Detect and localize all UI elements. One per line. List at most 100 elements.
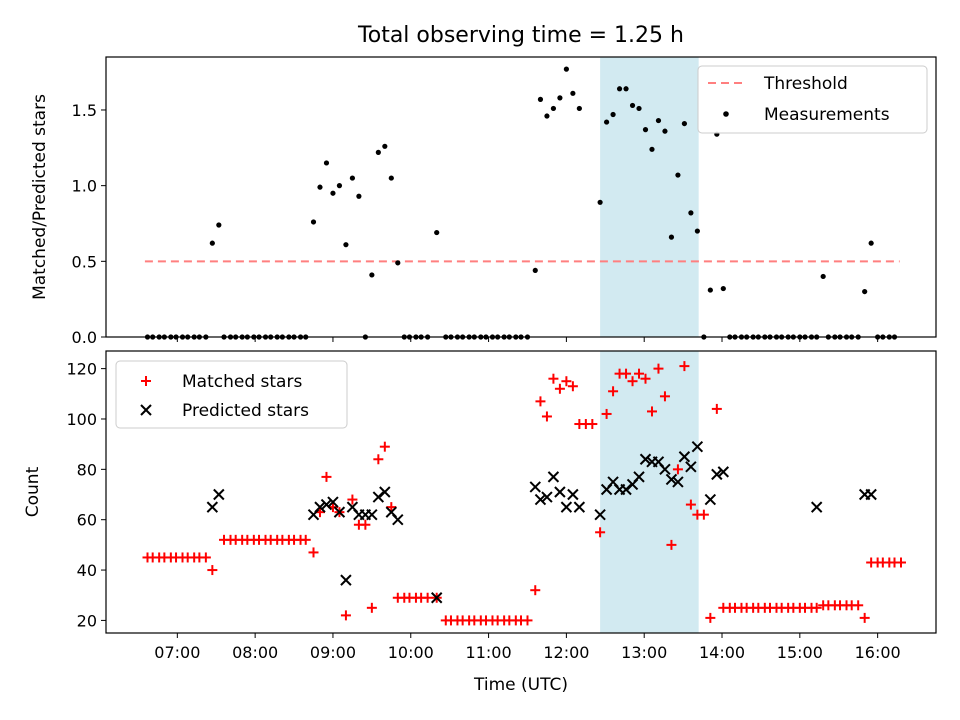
measurement-point — [616, 86, 623, 92]
top-y-tick-label: 1.0 — [72, 177, 97, 196]
matched-star-marker — [200, 552, 211, 563]
x-tick-label: 11:00 — [466, 643, 512, 662]
legend-threshold-label: Threshold — [763, 74, 848, 94]
predicted-star-marker — [372, 491, 385, 503]
matched-star-marker — [321, 471, 332, 482]
bottom-highlight-span — [600, 351, 699, 633]
measurement-point — [610, 111, 616, 118]
matched-star-marker — [347, 494, 358, 505]
measurement-point — [570, 90, 576, 96]
measurement-point — [557, 95, 563, 101]
predicted-star-marker — [865, 488, 877, 501]
predicted-star-marker — [541, 491, 553, 503]
matched-star-marker — [621, 368, 632, 379]
measurement-point — [694, 228, 700, 234]
top-y-tick-label: 0.5 — [72, 252, 97, 271]
matched-star-marker — [646, 406, 657, 417]
matched-star-marker — [379, 441, 390, 452]
predicted-star-marker — [560, 501, 573, 513]
bottom-y-tick-label: 80 — [77, 460, 97, 479]
predicted-star-marker — [678, 451, 691, 463]
predicted-star-marker — [333, 506, 346, 518]
legend-matched-swatch — [141, 376, 151, 386]
legend-measurements-swatch — [723, 111, 729, 117]
measurement-point — [688, 210, 694, 216]
highlight-span-rect — [600, 351, 699, 633]
matched-star-marker — [627, 376, 638, 387]
measurement-point — [662, 128, 668, 134]
measurement-point — [642, 127, 649, 133]
top-axes: 0.0 0.5 1.0 1.5 — [72, 56, 937, 347]
matched-star-marker — [360, 519, 371, 530]
x-axis-label: Time (UTC) — [473, 675, 568, 695]
matched-star-marker — [679, 361, 690, 372]
predicted-star-marker — [567, 488, 579, 501]
measurement-point — [862, 288, 868, 295]
matched-star-marker — [859, 612, 870, 623]
top-highlight-span — [600, 57, 699, 337]
legend-predicted-label: Predicted stars — [182, 401, 309, 421]
top-panel: 0.0 0.5 1.0 1.5 Matched/Predicted stars Thr… — [30, 56, 937, 347]
predicted-star-marker — [810, 501, 823, 513]
predicted-star-marker — [320, 498, 333, 511]
predicted-star-marker — [366, 508, 378, 521]
predicted-star-marker — [534, 493, 547, 506]
top-y-tick-label: 0.0 — [72, 328, 97, 347]
predicted-star-marker — [213, 488, 225, 501]
predicted-star-marker — [340, 574, 352, 586]
matched-star-marker — [601, 408, 612, 419]
predicted-star-marker — [554, 486, 566, 498]
x-tick-label: 14:00 — [699, 643, 745, 662]
measurement-point — [636, 105, 642, 112]
top-axes-frame — [105, 56, 937, 338]
measurement-point — [330, 190, 336, 196]
predicted-star-marker — [392, 513, 404, 526]
matched-star-marker — [548, 373, 559, 384]
bottom-axes-frame — [105, 350, 937, 634]
predicted-star-marker — [685, 461, 697, 473]
matched-star-marker — [554, 383, 565, 394]
measurement-point — [343, 242, 349, 248]
x-tick-label: 08:00 — [232, 643, 278, 662]
bottom-panel: 20 40 60 80 100 120 07:00 08:00 09:00 10:00 11:00 1… — [23, 350, 937, 695]
matched-star-marker — [895, 557, 906, 568]
matched-star-marker — [640, 373, 651, 384]
measurement-point — [563, 66, 569, 72]
matched-star-marker — [522, 615, 533, 626]
measurement-point — [655, 117, 662, 124]
measurement-point — [603, 119, 610, 125]
measurement-point — [356, 193, 362, 199]
measurement-point — [216, 222, 222, 228]
bottom-y-tick-label: 20 — [77, 611, 97, 630]
measurement-point — [395, 260, 401, 266]
predicted-star-marker — [633, 471, 645, 483]
predicted-star-marker — [639, 453, 652, 465]
predicted-star-marker — [206, 501, 219, 513]
measurement-point — [675, 172, 681, 178]
matched-star-marker — [685, 499, 696, 510]
matched-star-marker — [535, 396, 546, 407]
matched-star-marker — [567, 381, 578, 392]
predicted-star-marker — [717, 466, 730, 478]
predicted-star-marker — [430, 592, 443, 604]
predicted-star-marker — [659, 463, 671, 476]
matched-star-marker — [541, 411, 552, 422]
x-tick-label: 12:00 — [543, 643, 589, 662]
measurement-point — [681, 120, 688, 127]
matched-star-marker — [340, 610, 351, 621]
predicted-star-marker — [379, 486, 391, 498]
top-legend: Threshold Measurements — [697, 65, 928, 134]
x-tick-label: 16:00 — [855, 643, 901, 662]
matched-star-marker — [659, 391, 670, 402]
measurement-point — [369, 272, 375, 278]
matched-star-marker — [373, 454, 384, 465]
measurement-point — [720, 285, 726, 292]
bottom-y-tick-label: 60 — [77, 511, 97, 530]
bottom-y-tick-label: 100 — [66, 410, 97, 429]
measurement-point — [550, 105, 557, 112]
measurement-point — [629, 102, 636, 109]
bottom-y-tick-label: 40 — [77, 561, 97, 580]
measurement-point — [317, 184, 323, 190]
measurement-point — [623, 86, 629, 92]
measurement-point — [868, 240, 874, 246]
